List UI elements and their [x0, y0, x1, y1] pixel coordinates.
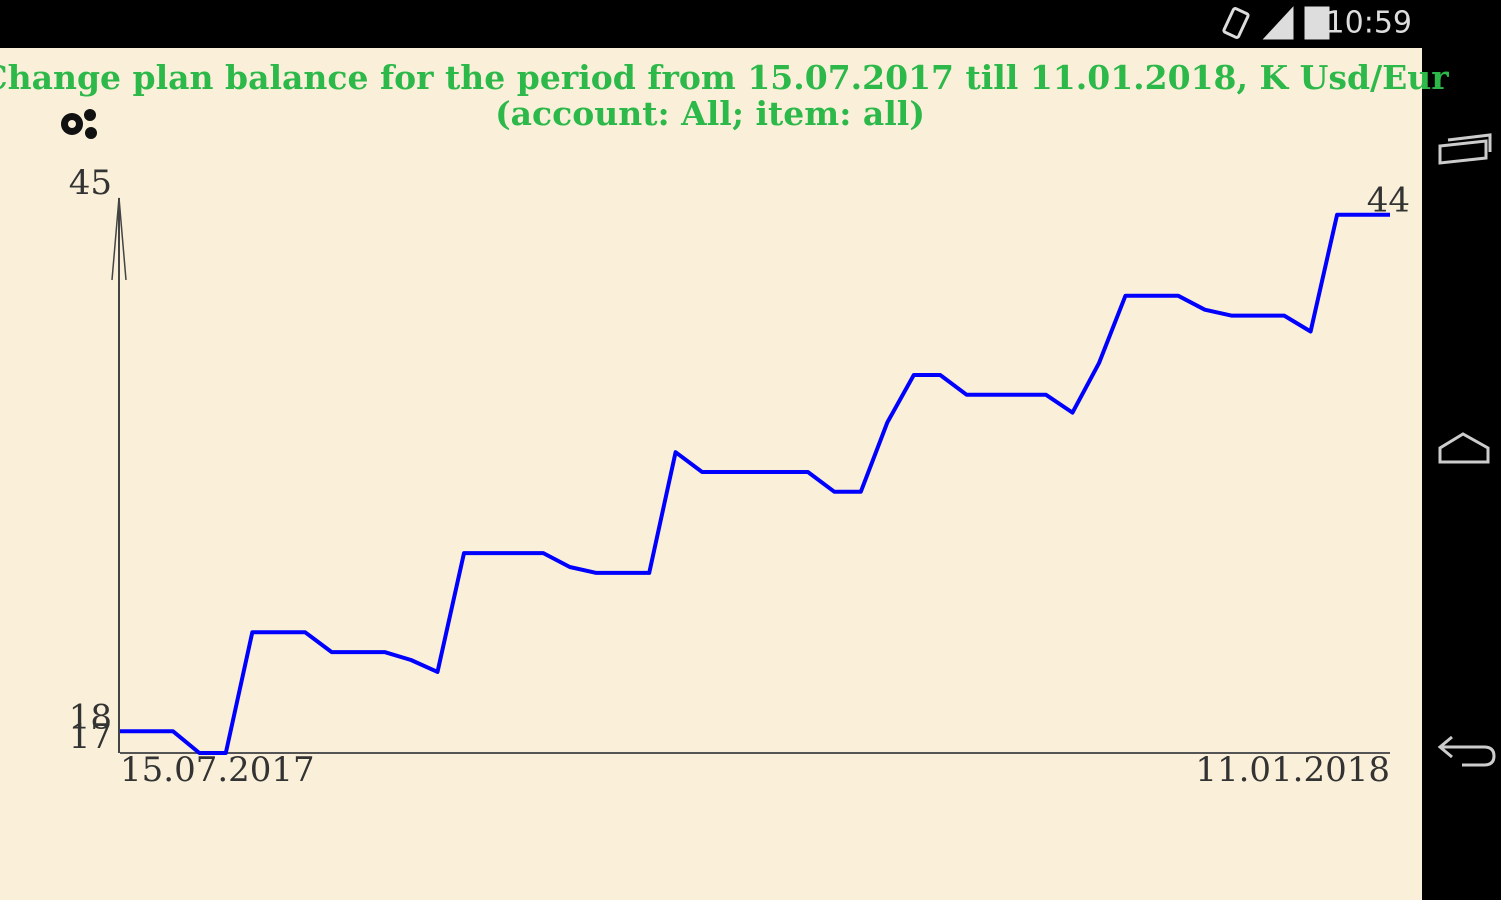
- y-axis-arrow: [111, 197, 127, 281]
- y-tick-label: 18: [69, 697, 112, 737]
- nav-buttons: [1437, 133, 1496, 767]
- back-button[interactable]: [1437, 735, 1496, 767]
- y-tick-label: 45: [69, 163, 112, 203]
- chart-subtitle: (account: All; item: all): [495, 94, 925, 133]
- recent-button[interactable]: [1438, 133, 1492, 165]
- nav-bar: [1422, 48, 1501, 900]
- settings-icon[interactable]: [61, 109, 97, 139]
- x-tick-label: 11.01.2018: [1195, 750, 1390, 790]
- status-time: 10:59: [1326, 6, 1412, 41]
- data-line: [120, 212, 1390, 755]
- status-icons: [1222, 6, 1330, 40]
- home-button[interactable]: [1438, 432, 1490, 464]
- end-value-label: 44: [1367, 181, 1410, 221]
- x-tick-label: 15.07.2017: [120, 750, 315, 790]
- status-bar: [0, 0, 1501, 48]
- chart-title: Change plan balance for the period from …: [0, 58, 1449, 97]
- y-tick-label: 17: [69, 717, 112, 757]
